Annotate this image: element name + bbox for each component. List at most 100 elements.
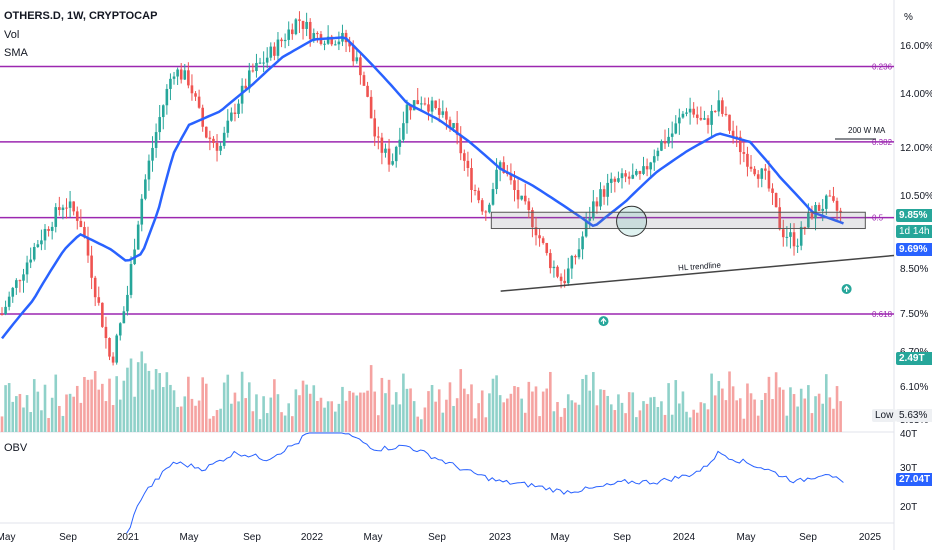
volume-bar bbox=[40, 410, 43, 432]
candle-body bbox=[50, 226, 54, 231]
volume-bar bbox=[32, 379, 36, 432]
fib-label-0.382: 0.382 bbox=[872, 138, 893, 147]
volume-bar bbox=[333, 411, 337, 432]
candle-body bbox=[667, 136, 670, 144]
volume-bar bbox=[179, 406, 183, 432]
volume-bar bbox=[394, 392, 398, 432]
volume-bar bbox=[165, 372, 169, 432]
candle-body bbox=[373, 118, 377, 137]
candle-body bbox=[416, 100, 420, 105]
volume-bar bbox=[323, 407, 326, 432]
candle-body bbox=[402, 123, 405, 140]
candle-body bbox=[445, 111, 448, 120]
candle-body bbox=[706, 118, 710, 125]
candle-body bbox=[394, 146, 398, 162]
candle-body bbox=[323, 43, 326, 45]
volume-bar bbox=[18, 393, 22, 432]
candle-body bbox=[588, 218, 592, 221]
candle-body bbox=[620, 173, 624, 179]
candle-body bbox=[545, 242, 549, 254]
candle-body bbox=[491, 189, 495, 205]
volume-bar bbox=[473, 418, 477, 432]
sma-legend[interactable]: SMA bbox=[4, 47, 28, 59]
volume-bar bbox=[101, 383, 104, 432]
candle-body bbox=[695, 114, 699, 118]
candle-body bbox=[599, 189, 602, 207]
volume-bar bbox=[409, 388, 412, 432]
symbol-title[interactable]: OTHERS.D, 1W, CRYPTOCAP bbox=[4, 10, 158, 22]
candle-body bbox=[294, 19, 298, 35]
volume-bar bbox=[244, 398, 248, 432]
volume-bar bbox=[441, 412, 445, 432]
volume-bar bbox=[341, 386, 344, 432]
candle-body bbox=[635, 171, 638, 175]
candle-body bbox=[255, 62, 258, 72]
candle-body bbox=[484, 211, 488, 213]
candle-body bbox=[237, 103, 240, 114]
candle-body bbox=[541, 238, 545, 243]
candle-body bbox=[717, 100, 721, 112]
volume-bar bbox=[319, 397, 323, 432]
candle-body bbox=[126, 294, 129, 312]
volume-bar bbox=[814, 396, 817, 432]
candle-body bbox=[287, 29, 291, 40]
candle-body bbox=[452, 123, 455, 129]
candle-body bbox=[369, 96, 373, 119]
vol-legend[interactable]: Vol bbox=[4, 29, 20, 41]
volume-bar bbox=[488, 393, 491, 432]
candle-body bbox=[713, 110, 717, 112]
volume-bar bbox=[577, 404, 581, 432]
obv-line bbox=[126, 432, 844, 534]
candle-body bbox=[111, 356, 115, 363]
volume-bar bbox=[660, 401, 663, 432]
price-axis-unit: % bbox=[904, 12, 913, 23]
volume-bar bbox=[172, 390, 176, 432]
volume-bar bbox=[617, 394, 620, 432]
candle-body bbox=[219, 145, 222, 151]
candle-body bbox=[595, 201, 599, 207]
volume-bar bbox=[624, 413, 627, 432]
candle-body bbox=[803, 226, 807, 228]
volume-bar bbox=[204, 383, 208, 432]
candle-body bbox=[767, 170, 771, 189]
candle-body bbox=[534, 227, 538, 236]
volume-bar bbox=[61, 415, 65, 432]
time-tick: May bbox=[364, 532, 383, 543]
candle-body bbox=[194, 93, 197, 97]
candle-body bbox=[835, 200, 839, 211]
candle-body bbox=[527, 201, 531, 211]
last-price-badge: 9.85% bbox=[896, 209, 932, 222]
volume-bar bbox=[688, 417, 692, 432]
volume-bar bbox=[122, 380, 126, 432]
candle-body bbox=[498, 162, 502, 170]
volume-bar bbox=[764, 392, 767, 432]
volume-bar bbox=[498, 395, 502, 432]
time-tick: 2022 bbox=[301, 532, 324, 543]
candle-body bbox=[660, 141, 663, 151]
candle-body bbox=[699, 117, 703, 120]
volume-bar bbox=[738, 398, 742, 432]
candle-body bbox=[839, 210, 842, 213]
volume-bar bbox=[602, 389, 606, 432]
volume-bar bbox=[588, 390, 592, 432]
volume-bar bbox=[355, 395, 359, 432]
candle-body bbox=[774, 192, 778, 208]
volume-bar bbox=[506, 398, 509, 432]
candle-body bbox=[764, 168, 767, 171]
candle-body bbox=[477, 190, 480, 201]
volume-bar bbox=[746, 383, 749, 432]
volume-badge: 2.49T bbox=[896, 352, 932, 365]
candle-body bbox=[627, 176, 631, 179]
candle-body bbox=[15, 280, 18, 288]
candle-body bbox=[692, 108, 695, 115]
obv-legend[interactable]: OBV bbox=[4, 442, 28, 454]
volume-bar bbox=[599, 389, 602, 432]
candle-body bbox=[398, 139, 402, 147]
price-tick: 16.00% bbox=[900, 41, 932, 52]
volume-bar bbox=[767, 376, 771, 432]
candle-body bbox=[509, 174, 513, 181]
volume-bar bbox=[75, 385, 79, 432]
volume-bar bbox=[416, 416, 420, 432]
volume-bar bbox=[559, 416, 563, 432]
